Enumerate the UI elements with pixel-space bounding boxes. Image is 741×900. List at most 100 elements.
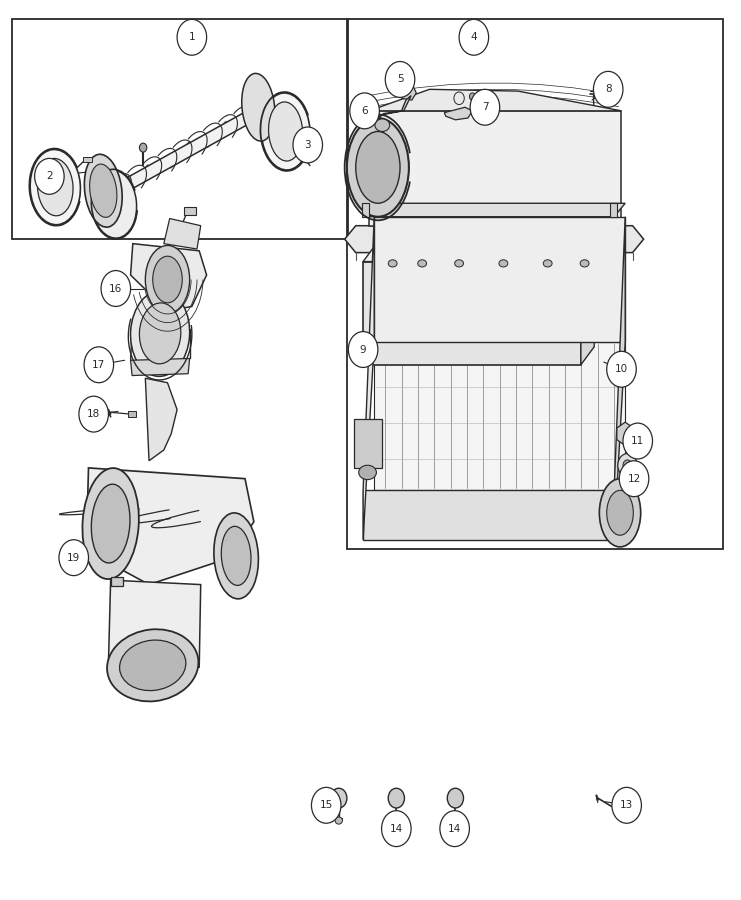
Ellipse shape — [418, 260, 427, 267]
Text: 1: 1 — [188, 32, 195, 42]
Text: 11: 11 — [631, 436, 645, 446]
Ellipse shape — [388, 788, 405, 808]
Polygon shape — [164, 219, 201, 249]
Ellipse shape — [91, 484, 130, 563]
Circle shape — [59, 540, 88, 576]
Circle shape — [79, 396, 108, 432]
Polygon shape — [363, 244, 594, 262]
Bar — [363, 262, 581, 364]
Text: 4: 4 — [471, 32, 477, 42]
Bar — [83, 157, 92, 162]
Circle shape — [84, 346, 113, 382]
Ellipse shape — [347, 118, 409, 217]
Bar — [128, 410, 136, 417]
Text: 7: 7 — [482, 103, 488, 112]
Polygon shape — [108, 580, 201, 667]
Ellipse shape — [139, 143, 147, 152]
Polygon shape — [90, 95, 274, 212]
Polygon shape — [363, 491, 614, 540]
Circle shape — [612, 788, 642, 824]
Ellipse shape — [119, 640, 186, 690]
Ellipse shape — [139, 303, 181, 364]
Circle shape — [350, 93, 379, 129]
Polygon shape — [130, 244, 207, 310]
Polygon shape — [374, 217, 625, 342]
Ellipse shape — [448, 788, 464, 808]
Ellipse shape — [388, 260, 397, 267]
Circle shape — [35, 158, 64, 194]
Circle shape — [440, 811, 469, 847]
Text: 14: 14 — [390, 824, 403, 833]
Polygon shape — [86, 468, 254, 585]
Ellipse shape — [469, 93, 475, 100]
Ellipse shape — [242, 74, 275, 141]
Ellipse shape — [359, 465, 376, 480]
Ellipse shape — [402, 68, 410, 76]
Ellipse shape — [261, 93, 310, 170]
Ellipse shape — [335, 817, 342, 824]
Polygon shape — [345, 226, 644, 253]
Text: 15: 15 — [319, 800, 333, 810]
Ellipse shape — [92, 170, 136, 238]
Text: 14: 14 — [448, 824, 462, 833]
Ellipse shape — [222, 526, 251, 585]
Circle shape — [293, 127, 322, 163]
Circle shape — [623, 423, 653, 459]
Ellipse shape — [30, 149, 81, 225]
Polygon shape — [376, 95, 411, 120]
Circle shape — [348, 331, 378, 367]
Bar — [185, 207, 196, 215]
Text: 18: 18 — [87, 410, 100, 419]
Ellipse shape — [84, 154, 122, 227]
Bar — [353, 418, 382, 468]
Circle shape — [470, 89, 499, 125]
Polygon shape — [369, 111, 622, 226]
Ellipse shape — [82, 468, 139, 579]
Text: 10: 10 — [615, 364, 628, 374]
Circle shape — [619, 461, 649, 497]
Text: 16: 16 — [109, 284, 122, 293]
Ellipse shape — [38, 158, 73, 216]
Ellipse shape — [580, 260, 589, 267]
Text: 3: 3 — [305, 140, 311, 150]
Circle shape — [311, 788, 341, 824]
Circle shape — [101, 271, 130, 306]
Text: 6: 6 — [362, 106, 368, 116]
Bar — [13, 19, 348, 239]
Polygon shape — [402, 86, 416, 100]
Text: 5: 5 — [396, 75, 403, 85]
Ellipse shape — [451, 818, 461, 827]
Polygon shape — [374, 342, 625, 490]
Circle shape — [459, 19, 488, 55]
Ellipse shape — [391, 818, 402, 827]
Text: 9: 9 — [360, 345, 367, 355]
Ellipse shape — [356, 131, 400, 203]
Polygon shape — [445, 107, 472, 120]
Circle shape — [177, 19, 207, 55]
Text: 8: 8 — [605, 85, 611, 94]
Text: 12: 12 — [628, 473, 641, 483]
Ellipse shape — [607, 491, 634, 536]
Ellipse shape — [130, 291, 190, 376]
Circle shape — [607, 351, 637, 387]
Ellipse shape — [107, 629, 199, 701]
Text: 17: 17 — [92, 360, 105, 370]
Ellipse shape — [145, 246, 190, 313]
Ellipse shape — [543, 260, 552, 267]
Ellipse shape — [599, 479, 641, 547]
Polygon shape — [110, 578, 123, 587]
Polygon shape — [363, 203, 625, 217]
Bar — [362, 203, 369, 217]
Ellipse shape — [90, 164, 117, 218]
Ellipse shape — [455, 260, 464, 267]
Bar — [610, 203, 617, 217]
Bar — [347, 19, 723, 549]
Polygon shape — [363, 217, 374, 540]
Polygon shape — [581, 244, 594, 364]
Circle shape — [385, 61, 415, 97]
Polygon shape — [145, 378, 177, 461]
Ellipse shape — [268, 102, 302, 161]
Ellipse shape — [623, 460, 632, 471]
Ellipse shape — [330, 788, 347, 808]
Ellipse shape — [499, 260, 508, 267]
